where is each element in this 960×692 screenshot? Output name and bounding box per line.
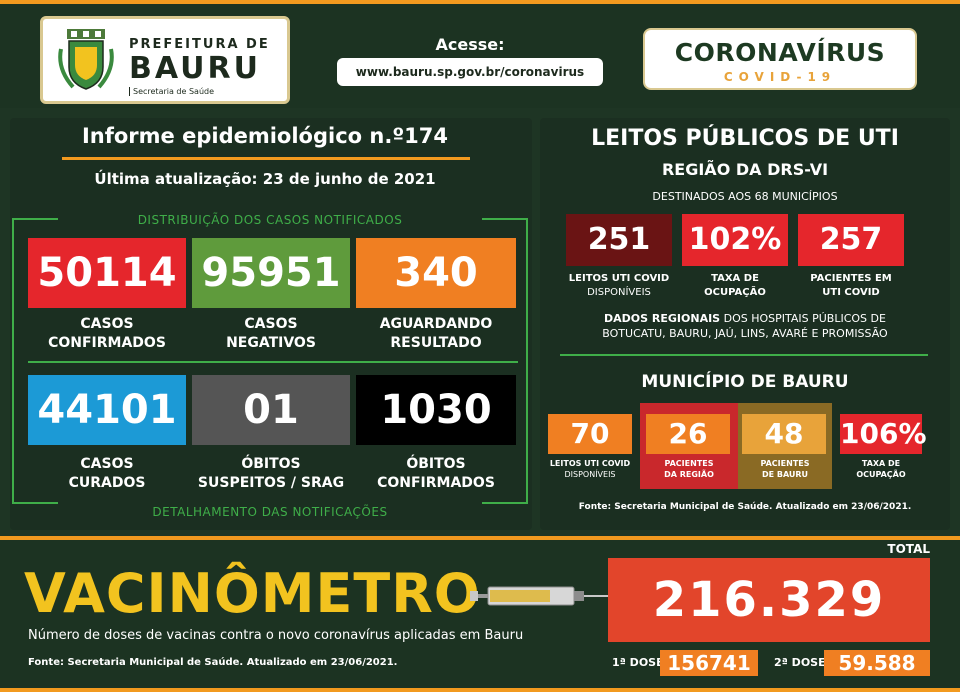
bauru-beds-caption: LEITOS UTI COVID DISPONÍVEIS [549,459,631,479]
total-label: TOTAL [887,542,930,556]
city-crest-icon [58,29,114,90]
suspected-deaths-caption: ÓBITOS SUSPEITOS / SRAG [197,456,345,491]
distribution-label: DISTRIBUIÇÃO DOS CASOS NOTIFICADOS [137,213,403,227]
total-doses-box: 216.329 [608,558,930,642]
regional-data-note: DADOS REGIONAIS DOS HOSPITAIS PÚBLICOS D… [602,312,888,340]
confirmed-deaths-box: 1030 [356,375,516,445]
coronavirus-banner: CORONAVÍRUS COVID-19 [643,28,917,90]
bauru-local-patients-caption: PACIENTES DE BAURU [760,459,810,479]
confirmed-deaths-caption: ÓBITOS CONFIRMADOS [377,456,495,491]
bottom-orange-line [0,688,960,692]
last-update: Última atualização: 23 de junho de 2021 [94,170,436,188]
prefeitura-logo[interactable]: PREFEITURA DE BAURU Secretaria de Saúde [40,16,290,104]
confirmed-cases-box: 50114 [28,238,186,308]
prefeitura-text: PREFEITURA DE [129,37,270,52]
recovered-cases-caption: CASOS CURADOS [68,456,146,491]
vaccine-subtitle: Número de doses de vacinas contra o novo… [28,628,524,643]
uti-title: LEITOS PÚBLICOS DE UTI [591,126,899,151]
secretaria-text: Secretaria de Saúde [129,87,214,96]
municipality-title: MUNICÍPIO DE BAURU [641,372,849,392]
bauru-beds-box: 70 [548,414,632,454]
vaccinometer-title: VACINÔMETRO [24,562,481,625]
recovered-cases-box: 44101 [28,375,186,445]
region-beds-available-box: 251 [566,214,672,266]
region-occupancy-caption: TAXA DE OCUPAÇÃO [704,273,766,298]
bauru-region-patients-box: 26 [646,414,730,454]
second-dose-box: 59.588 [824,650,930,676]
first-dose-box: 156741 [660,650,758,676]
bauru-local-patients-box: 48 [742,414,826,454]
mid-orange-line [0,536,960,540]
bauru-region-patients-caption: PACIENTES DA REGIÃO [664,459,714,479]
uti-divider [560,354,928,356]
syringe-icon [470,586,610,606]
negative-cases-box: 95951 [192,238,350,308]
region-patients-box: 257 [798,214,904,266]
region-patients-caption: PACIENTES EM UTI COVID [810,273,892,298]
negative-cases-caption: CASOS NEGATIVOS [226,316,316,351]
region-beds-available-caption: LEITOS UTI COVID DISPONÍVEIS [568,273,670,298]
vaccine-source: Fonte: Secretaria Municipal de Saúde. At… [28,657,398,668]
covid19-subtitle: COVID-19 [723,70,837,84]
bauru-occupancy-caption: TAXA DE OCUPAÇÃO [856,459,906,479]
left-bracket [12,218,58,504]
bauru-text: BAURU [129,51,261,86]
awaiting-result-caption: AGUARDANDO RESULTADO [379,316,493,351]
first-dose-label: 1ª DOSE [612,656,664,669]
cases-panel [10,118,532,530]
second-dose-label: 2ª DOSE [774,656,826,669]
region-title: REGIÃO DA DRS-VI [661,160,829,179]
informe-underline [62,157,470,160]
website-link[interactable]: www.bauru.sp.gov.br/coronavirus [337,58,603,86]
region-occupancy-box: 102% [682,214,788,266]
acesse-label: Acesse: [435,35,505,54]
uti-source: Fonte: Secretaria Municipal de Saúde. At… [578,502,912,512]
details-label: DETALHAMENTO DAS NOTIFICAÇÕES [152,505,388,519]
municipalities-note: DESTINADOS AOS 68 MUNICÍPIOS [652,190,838,203]
top-orange-line [0,0,960,4]
coronavirus-title: CORONAVÍRUS [674,38,886,67]
suspected-deaths-box: 01 [192,375,350,445]
confirmed-cases-caption: CASOS CONFIRMADOS [48,316,166,351]
cases-divider [28,361,518,363]
right-bracket [482,218,528,504]
informe-title: Informe epidemiológico n.º174 [81,124,449,148]
awaiting-result-box: 340 [356,238,516,308]
bauru-occupancy-box: 106% [840,414,927,454]
